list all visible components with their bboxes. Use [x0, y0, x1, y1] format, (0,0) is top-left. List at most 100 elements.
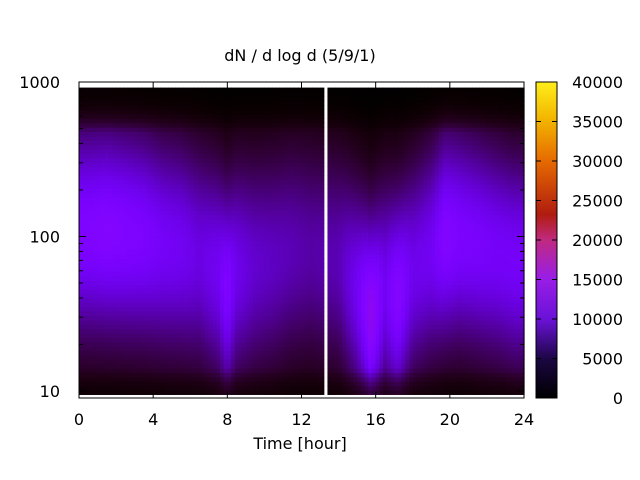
heatmap-cell — [242, 276, 247, 282]
heatmap-cell — [331, 105, 336, 111]
heatmap-cell — [242, 311, 247, 317]
heatmap-cell — [282, 249, 288, 255]
heatmap-cell — [334, 306, 340, 312]
heatmap-cell — [164, 293, 169, 299]
heatmap-cell — [305, 276, 310, 282]
heatmap-cell — [257, 333, 262, 338]
heatmap-cell — [249, 236, 254, 242]
heatmap-cell — [149, 113, 154, 119]
heatmap-cell — [205, 319, 210, 325]
heatmap-cell — [145, 135, 151, 141]
heatmap-cell — [279, 201, 284, 207]
heatmap-cell — [171, 284, 177, 290]
heatmap-cell — [101, 175, 106, 181]
heatmap-cell — [79, 302, 84, 308]
heatmap-cell — [208, 214, 214, 220]
heatmap-cell — [82, 140, 88, 146]
heatmap-cell — [253, 219, 258, 225]
heatmap-cell — [179, 276, 184, 282]
heatmap-cell — [156, 240, 162, 246]
heatmap-cell — [238, 363, 243, 369]
heatmap-cell — [119, 350, 125, 356]
heatmap-cell — [205, 184, 210, 189]
heatmap-cell — [331, 131, 336, 137]
heatmap-cell — [130, 280, 136, 286]
heatmap-cell — [268, 306, 273, 312]
heatmap-cell — [90, 372, 95, 378]
heatmap-cell — [142, 223, 147, 229]
heatmap-cell — [245, 109, 251, 115]
heatmap-cell — [279, 192, 284, 198]
heatmap-cell — [93, 258, 99, 264]
heatmap-cell — [327, 245, 332, 251]
heatmap-cell — [116, 100, 121, 106]
heatmap-cell — [245, 372, 251, 378]
heatmap-cell — [260, 87, 266, 93]
heatmap-cell — [253, 267, 258, 273]
heatmap-cell — [179, 350, 184, 356]
heatmap-cell — [156, 249, 162, 255]
heatmap-cell — [82, 389, 88, 395]
heatmap-cell — [168, 341, 173, 347]
heatmap-cell — [138, 113, 143, 119]
heatmap-cell — [316, 197, 321, 203]
heatmap-cell — [101, 223, 106, 229]
heatmap-cell — [182, 249, 188, 255]
heatmap-cell — [297, 280, 303, 286]
heatmap-cell — [82, 184, 88, 189]
heatmap-cell — [156, 372, 162, 378]
heatmap-cell — [93, 337, 99, 343]
heatmap-cell — [164, 96, 169, 102]
heatmap-cell — [245, 254, 251, 260]
heatmap-cell — [160, 302, 165, 308]
heatmap-cell — [138, 245, 143, 251]
heatmap-cell — [82, 372, 88, 378]
heatmap-cell — [160, 109, 165, 115]
heatmap-cell — [275, 319, 280, 325]
heatmap-cell — [168, 157, 173, 163]
heatmap-cell — [123, 135, 128, 141]
heatmap-cell — [190, 267, 195, 273]
heatmap-cell — [227, 91, 232, 97]
heatmap-cell — [104, 153, 110, 159]
heatmap-cell — [145, 175, 151, 181]
heatmap-cell — [279, 372, 284, 378]
heatmap-cell — [275, 350, 280, 356]
heatmap-cell — [160, 179, 165, 185]
heatmap-cell — [308, 333, 314, 338]
heatmap-cell — [290, 157, 295, 163]
heatmap-cell — [282, 188, 288, 194]
heatmap-cell — [175, 227, 180, 233]
heatmap-cell — [297, 341, 303, 347]
heatmap-cell — [171, 118, 177, 124]
heatmap-cell — [249, 346, 254, 352]
heatmap-cell — [134, 118, 139, 124]
heatmap-cell — [190, 389, 195, 395]
heatmap-cell — [249, 227, 254, 233]
heatmap-cell — [260, 148, 266, 154]
heatmap-cell — [260, 131, 266, 137]
heatmap-cell — [160, 315, 165, 321]
heatmap-cell — [234, 389, 240, 395]
heatmap-cell — [216, 341, 221, 347]
heatmap-cell — [223, 306, 228, 312]
heatmap-cell — [145, 267, 151, 273]
heatmap-cell — [93, 118, 99, 124]
heatmap-cell — [216, 337, 221, 343]
heatmap-cell — [79, 170, 84, 176]
heatmap-cell — [153, 328, 158, 334]
heatmap-cell — [308, 219, 314, 225]
heatmap-cell — [193, 135, 199, 141]
heatmap-cell — [138, 381, 143, 387]
heatmap-cell — [268, 311, 273, 317]
heatmap-cell — [108, 188, 113, 194]
heatmap-cell — [338, 157, 343, 163]
heatmap-cell — [182, 162, 188, 168]
heatmap-cell — [312, 297, 317, 303]
heatmap-cell — [227, 105, 232, 111]
heatmap-cell — [264, 341, 269, 347]
heatmap-cell — [294, 289, 299, 295]
heatmap-cell — [301, 184, 306, 189]
heatmap-cell — [97, 372, 102, 378]
heatmap-cell — [245, 223, 251, 229]
